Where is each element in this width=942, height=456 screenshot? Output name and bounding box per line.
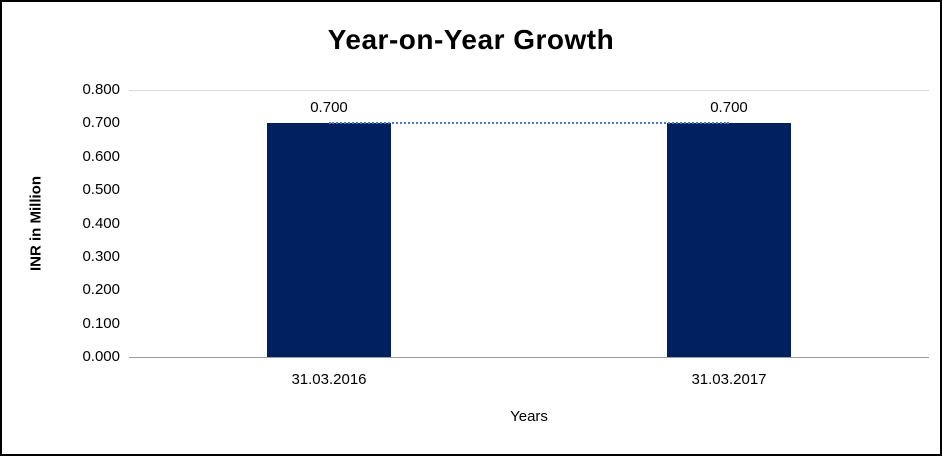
y-tick-label: 0.700: [82, 114, 120, 132]
y-tick-label: 0.200: [82, 281, 120, 299]
x-category-label: 31.03.2016: [291, 371, 367, 388]
chart-title: Year-on-Year Growth: [327, 24, 615, 55]
trend-connector-line: [329, 122, 729, 125]
bar-data-label: 0.700: [310, 99, 348, 117]
bar: [267, 123, 391, 357]
y-tick-label: 0.800: [82, 81, 120, 98]
gridline-top: [129, 90, 929, 91]
y-tick-label: 0.000: [82, 348, 120, 365]
y-tick-label: 0.400: [82, 214, 120, 232]
y-tick-label: 0.100: [82, 314, 120, 332]
plot-area: 0.700 31.03.2016 0.700 31.03.2017: [129, 90, 929, 388]
bar-data-label: 0.700: [710, 99, 748, 117]
x-category-label: 31.03.2017: [691, 371, 767, 388]
y-axis-tick-labels: 0.000 0.100 0.200 0.300 0.400 0.500 0.600 0.700…: [48, 81, 120, 365]
y-tick-label: 0.300: [82, 247, 120, 265]
y-tick-label: 0.500: [82, 181, 120, 199]
x-axis-title: Years: [510, 408, 548, 425]
y-tick-label: 0.600: [82, 147, 120, 165]
y-axis-title: INR in Million: [27, 176, 45, 271]
bar: [667, 123, 791, 357]
x-axis-line: [129, 357, 929, 358]
